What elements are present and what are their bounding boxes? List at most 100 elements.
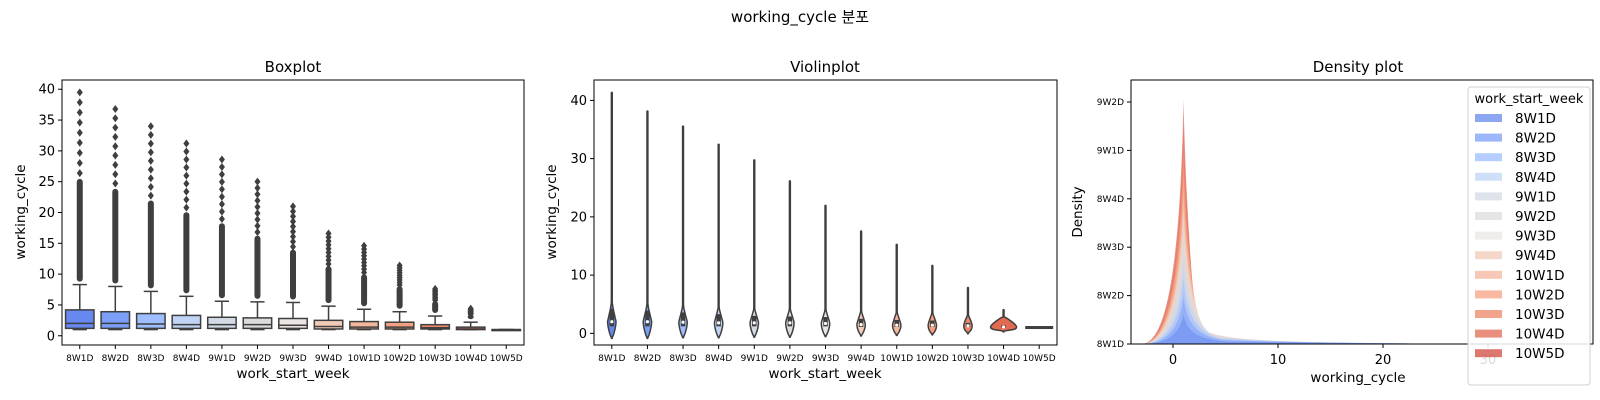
violinplot-xtick-label: 10W1D: [880, 354, 913, 364]
legend-swatch-10w2d: [1475, 290, 1502, 299]
box-flier-cluster: [325, 266, 332, 304]
densityplot-xtick-label: 0: [1169, 353, 1177, 368]
density-area-8w1d: [1141, 314, 1593, 344]
densityplot-xtick-label: 10: [1270, 353, 1287, 368]
box-flier: [183, 155, 190, 164]
box-flier: [147, 191, 154, 200]
box-flier: [218, 155, 225, 164]
densityplot-panel: Density plot working_cycle Density 0 10 20…: [1070, 58, 1594, 386]
boxplot-xtick-label: 9W3D: [279, 354, 306, 364]
box-flier: [76, 88, 83, 97]
box-flier-cluster: [290, 249, 296, 300]
box-flier: [112, 114, 119, 123]
box-flier: [218, 177, 225, 186]
violin-body: [1025, 326, 1054, 330]
box-flier: [76, 158, 83, 167]
box-body: [349, 320, 380, 330]
box-10w1d: [349, 241, 380, 331]
legend-swatch-10w1d: [1475, 270, 1502, 279]
legend-swatch-9w3d: [1475, 231, 1502, 240]
box-flier-cluster: [218, 223, 225, 299]
violin-8w1d: [606, 91, 617, 340]
boxplot-ylabel: working_cycle: [13, 164, 29, 259]
legend-label-9w4d: 9W4D: [1515, 248, 1556, 264]
box-flier: [254, 177, 261, 186]
violinplot-ytick-label: 40: [570, 94, 587, 109]
box-9w1d: [206, 155, 237, 331]
box-flier-cluster: [254, 235, 261, 299]
densityplot-ytick-label: 8W4D: [1097, 195, 1124, 205]
box-body: [100, 310, 131, 330]
densityplot-ytick-label: 9W1D: [1097, 146, 1124, 156]
box-flier: [183, 139, 190, 148]
boxplot-ytick-label: 10: [38, 268, 55, 283]
box-flier: [467, 304, 474, 313]
densityplot-ylabel: Density: [1070, 186, 1086, 237]
boxplot-xtick-label: 10W2D: [383, 354, 416, 364]
violin-median: [788, 321, 792, 325]
box-body: [171, 314, 202, 330]
violin-median: [930, 323, 934, 327]
box-body: [135, 312, 166, 330]
box-body: [206, 316, 237, 330]
box-flier: [290, 222, 296, 231]
legend-label-8w3d: 8W3D: [1515, 150, 1556, 166]
box-body: [242, 317, 273, 330]
violinplot-marks: [606, 91, 1054, 340]
box-flier: [112, 160, 119, 169]
box-flier: [290, 217, 296, 226]
legend-swatch-9w4d: [1475, 251, 1502, 260]
violinplot-xtick-label: 9W4D: [847, 354, 874, 364]
box-body: [420, 323, 451, 330]
legend-swatch-10w3d: [1475, 310, 1502, 318]
violinplot-xtick-label: 8W2D: [634, 354, 661, 364]
box-flier: [290, 227, 296, 236]
violinplot-ytick-label: 20: [570, 210, 587, 225]
densityplot-xlabel: working_cycle: [1310, 370, 1405, 386]
box-flier: [183, 203, 190, 212]
box-flier: [432, 284, 439, 293]
box-flier: [218, 200, 225, 209]
legend-swatch-8w1d: [1475, 114, 1502, 122]
violin-median: [895, 323, 899, 327]
box-flier: [361, 241, 368, 250]
violinplot-xtick-label: 9W3D: [812, 354, 839, 364]
box-flier: [218, 162, 225, 171]
box-flier: [112, 123, 119, 132]
box-flier: [76, 128, 83, 137]
boxplot-ytick-label: 5: [47, 298, 55, 313]
legend-swatch-10w5d: [1475, 349, 1502, 358]
violin-median: [1001, 325, 1006, 329]
legend-swatch-8w3d: [1475, 153, 1502, 162]
box-flier: [147, 156, 154, 165]
violin-9w3d: [820, 204, 831, 338]
box-flier: [254, 209, 261, 218]
box-flier: [183, 163, 190, 172]
boxplot-marks: [64, 88, 522, 332]
box-9w3d: [278, 202, 308, 331]
legend-label-10w3d: 10W3D: [1515, 307, 1565, 323]
boxplot-xtick-label: 8W1D: [66, 354, 93, 364]
box-flier-cluster: [361, 274, 368, 307]
boxplot-ticks: 0 5 10 15 20 25 30 35 40 8W1D 8W2D 8W3D 8W4D 9W1D 9W2D…: [38, 83, 522, 364]
box-flier: [254, 183, 261, 192]
box-flier: [183, 195, 190, 204]
box-flier: [218, 207, 225, 216]
box-flier: [290, 242, 296, 251]
violin-8w2d: [642, 110, 653, 340]
box-flier-cluster: [396, 286, 403, 309]
legend-swatch-10w4d: [1475, 329, 1502, 338]
legend-label-10w1d: 10W1D: [1515, 268, 1565, 284]
violinplot-ylabel: working_cycle: [544, 164, 560, 259]
violin-8w4d: [713, 143, 724, 339]
legend-swatch-8w2d: [1475, 133, 1502, 142]
boxplot-ytick-label: 40: [38, 83, 55, 98]
violinplot-xtick-label: 9W2D: [776, 354, 803, 364]
box-flier: [396, 261, 403, 270]
box-flier: [147, 139, 154, 148]
box-flier: [325, 229, 332, 238]
box-flier: [183, 171, 190, 180]
violin-10w4d: [989, 308, 1018, 333]
legend-label-8w1d: 8W1D: [1515, 111, 1556, 127]
legend-label-8w2d: 8W2D: [1515, 131, 1556, 147]
